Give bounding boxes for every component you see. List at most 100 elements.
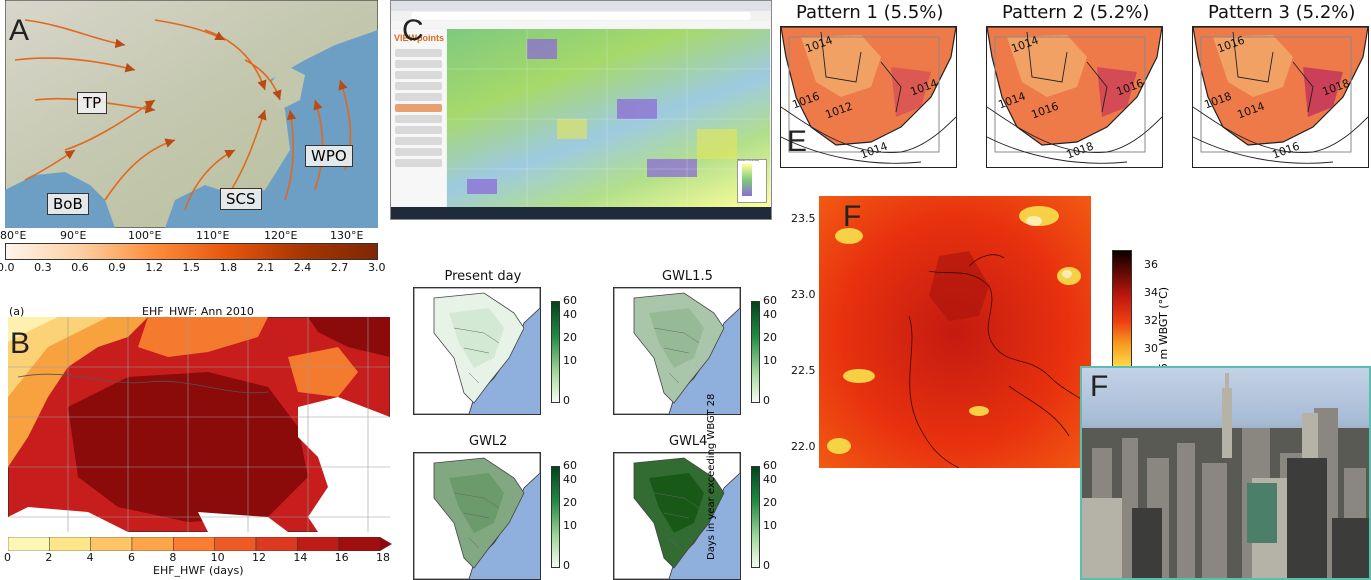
panel-d-colorbar — [751, 466, 760, 568]
panel-b-title: EHF_HWF: Ann 2010 — [142, 305, 254, 318]
panel-b-colorbar-tick: 8 — [169, 551, 177, 564]
sidebar-control[interactable] — [395, 71, 442, 79]
panel-d-map-title: GWL4 — [669, 434, 708, 449]
taskbar — [391, 207, 771, 219]
panel-d-colorbar-tick: 0 — [563, 559, 570, 572]
panel-b-colorbar — [8, 537, 392, 551]
sidebar-control[interactable] — [395, 49, 442, 57]
panel-b-letter: B — [10, 327, 31, 360]
panel-d-map-title: Present day — [444, 269, 522, 284]
panel-d-colorbar-tick: 0 — [563, 394, 570, 407]
sidebar-control[interactable] — [395, 104, 442, 112]
panel-d-ylabel: Days in year exceeding WBGT 28 — [706, 393, 717, 560]
panel-d-colorbar-tick: 40 — [563, 307, 577, 321]
panel-d-colorbar-tick: 20 — [563, 495, 577, 509]
sidebar-control[interactable] — [395, 159, 442, 167]
panel-d-colorbar-tick: 60 — [763, 294, 777, 307]
sidebar-control[interactable] — [395, 60, 442, 68]
panel-d-colorbar-tick: 40 — [763, 307, 777, 321]
panel-b-colorbar-bin — [8, 537, 50, 551]
panel-b-colorbar-tick: 10 — [210, 551, 225, 564]
panel-a-lon-tick: 110°E — [196, 229, 230, 242]
panel-a-colorbar-tick: 0.6 — [71, 261, 89, 274]
panel-b-colorbar-bin — [131, 537, 174, 551]
panel-a-colorbar-tick: 0.9 — [108, 261, 126, 274]
sidebar-control[interactable] — [395, 137, 442, 145]
panel-d-colorbar-tick: 10 — [763, 519, 777, 532]
sidebar-control[interactable] — [395, 126, 442, 134]
panel-f-y-tick: 23.0 — [791, 288, 816, 301]
panel-d-colorbar-tick: 40 — [563, 472, 577, 486]
panel-e-pattern-title: Pattern 2 (5.2%) — [1002, 2, 1150, 23]
panel-d-colorbar-tick: 40 — [763, 472, 777, 486]
panel-f-y-tick: 22.5 — [791, 364, 816, 377]
panel-a: A TP BoB SCS WPO — [5, 0, 378, 228]
sidebar-control[interactable] — [395, 93, 442, 101]
sidebar-control[interactable] — [395, 148, 442, 156]
panel-d-colorbar-tick: 10 — [563, 354, 577, 367]
map-legend: Number of heat days — [737, 159, 767, 203]
panel-d-colorbar-tick: 20 — [763, 495, 777, 509]
panel-b-colorbar-tick: 4 — [86, 551, 94, 564]
panel-b-colorbar-bin — [90, 537, 133, 551]
panel-b-colorbar-tick: 16 — [334, 551, 349, 564]
panel-d-map — [613, 287, 741, 415]
panel-e-pattern-map — [986, 26, 1163, 168]
panel-f-letter: F — [843, 200, 862, 233]
panel-a-colorbar-tick: 3.0 — [368, 261, 386, 274]
panel-b-colorbar-bin — [255, 537, 298, 551]
label-scs: SCS — [220, 188, 262, 210]
panel-d-colorbar-tick: 60 — [563, 294, 577, 307]
panel-a-colorbar-tick: 2.7 — [330, 261, 349, 274]
panel-f-wbgt-map — [819, 196, 1091, 468]
panel-c-letter: C — [402, 14, 424, 47]
panel-d-colorbar-tick: 0 — [763, 394, 770, 407]
label-tp: TP — [77, 92, 108, 114]
panel-b-colorbar-tick: 0 — [4, 551, 11, 564]
panel-e-pattern-map — [780, 26, 957, 168]
panel-a-colorbar-tick: 0.0 — [0, 261, 15, 274]
panel-b-colorbar-ticks: 0 2 4 6 8 10 12 14 16 18 — [0, 551, 390, 565]
panel-d-colorbar-tick: 60 — [563, 459, 577, 472]
panel-f-colorbar-label: 5 m WBGT (°C) — [1157, 286, 1170, 370]
panel-f-y-tick: 23.5 — [791, 212, 816, 225]
app-sidebar: VIEWpoints — [391, 29, 446, 207]
panel-a-colorbar-tick: 1.2 — [145, 261, 163, 274]
panel-f-colorbar — [1112, 250, 1132, 370]
panel-a-colorbar-tick: 1.5 — [182, 261, 201, 274]
panel-g-letter: F — [1090, 370, 1109, 403]
panel-d-colorbar — [751, 301, 760, 403]
panel-b-colorbar-bin — [297, 537, 339, 551]
panel-d-map — [413, 287, 541, 415]
map-legend-title: Number of heat days — [738, 160, 760, 162]
panel-b-colorbar-bin — [49, 537, 91, 551]
heat-map-view[interactable]: Number of heat days — [447, 29, 770, 207]
panel-e-letter: E — [787, 125, 808, 158]
panel-d-colorbar-tick: 10 — [563, 519, 577, 532]
panel-f-colorbar-tick: 30 — [1144, 342, 1158, 355]
panel-b-colorbar-tick: 18 — [376, 551, 390, 564]
panel-d-colorbar-tick: 20 — [763, 330, 777, 344]
sidebar-control[interactable] — [395, 82, 442, 90]
panel-e-pattern-title: Pattern 1 (5.5%) — [796, 2, 944, 23]
panel-b-colorbar-bin — [214, 537, 257, 551]
panel-d-colorbar-tick: 10 — [763, 354, 777, 367]
panel-d-colorbar — [551, 301, 560, 403]
app-logo: VIEWpoints — [394, 33, 444, 43]
panel-a-letter: A — [9, 14, 30, 47]
panel-a-lon-tick: 100°E — [128, 229, 162, 242]
panel-d-colorbar-tick: 0 — [763, 559, 770, 572]
browser-address-bar — [411, 12, 751, 20]
sidebar-control[interactable] — [395, 115, 442, 123]
panel-a-colorbar — [5, 243, 378, 260]
browser-bookmarks — [391, 21, 771, 28]
panel-b-colorbar-tick: 2 — [45, 551, 53, 564]
panel-a-lon-tick: 80°E — [0, 229, 27, 242]
browser-tab-strip — [391, 1, 771, 11]
panel-b-colorbar-bin — [338, 537, 381, 551]
panel-f-heatmap: F — [819, 196, 1091, 468]
panel-e-pattern-title: Pattern 3 (5.2%) — [1208, 2, 1356, 23]
panel-a-colorbar-tick: 0.3 — [34, 261, 52, 274]
panel-d-colorbar-tick: 20 — [563, 330, 577, 344]
panel-b-sub-label: (a) — [9, 305, 25, 318]
